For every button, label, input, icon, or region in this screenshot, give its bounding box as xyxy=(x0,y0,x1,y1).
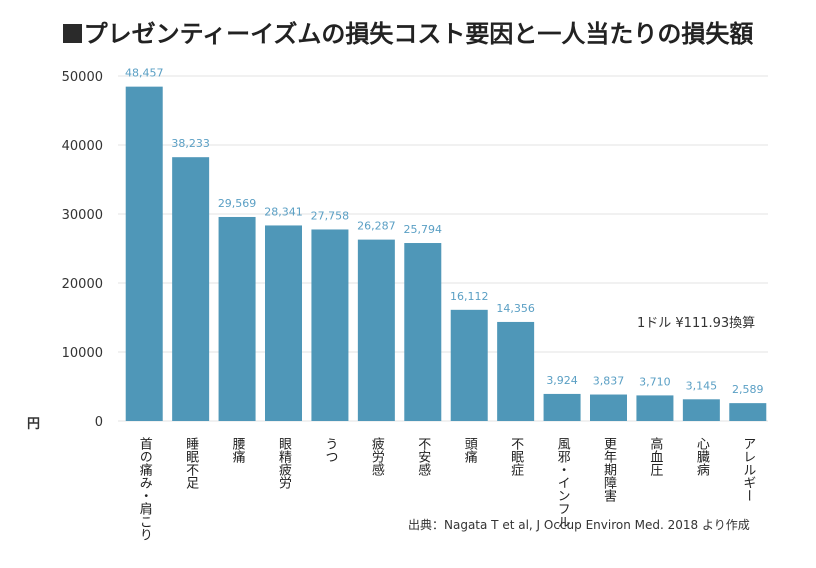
bar xyxy=(357,239,395,421)
chart-title: プレゼンティーイズムの損失コスト要因と一人当たりの損失額 xyxy=(0,14,816,49)
y-axis-ticks: 0 10000 20000 30000 40000 50000 xyxy=(62,70,103,430)
y-tick-label: 20000 xyxy=(62,277,103,292)
y-axis-unit: 円 xyxy=(27,417,40,432)
value-label: 25,794 xyxy=(404,223,443,236)
x-category-label: 眼精疲労 xyxy=(276,437,292,489)
value-label: 48,457 xyxy=(125,67,164,80)
value-label: 28,341 xyxy=(264,205,303,218)
bar xyxy=(450,309,488,421)
x-category-label: 心臓病 xyxy=(694,437,710,476)
x-category-label: 頭痛 xyxy=(462,437,478,464)
exchange-rate-note: 1ドル ¥111.93換算 xyxy=(637,316,755,331)
value-label: 26,287 xyxy=(357,220,396,233)
value-label: 38,233 xyxy=(171,137,210,150)
x-category-label: 高血圧 xyxy=(647,436,663,476)
bar xyxy=(404,243,442,421)
x-category-label: うつ xyxy=(322,437,337,463)
x-category-label: 風邪・インフル xyxy=(555,437,571,528)
x-category-label: 疲労感 xyxy=(369,436,385,476)
y-tick-label: 50000 xyxy=(62,70,103,85)
value-label: 2,589 xyxy=(732,383,764,396)
x-category-label: 腰痛 xyxy=(230,437,246,464)
value-label: 3,924 xyxy=(546,374,578,387)
x-axis-labels: 首の痛み・肩こり 睡眠不足 腰痛 眼精疲労 うつ 疲労感 不安感 頭痛 不眠症 風邪・インフル 更年… xyxy=(137,436,756,541)
y-tick-label: 10000 xyxy=(62,346,103,361)
y-tick-label: 0 xyxy=(95,415,103,430)
y-tick-label: 40000 xyxy=(62,139,103,154)
bar xyxy=(172,157,210,421)
bar xyxy=(497,321,535,421)
bar xyxy=(543,393,581,421)
value-labels: 48,457 38,233 29,569 28,341 27,758 26,287 25,7… xyxy=(125,67,764,396)
x-category-label: 不安感 xyxy=(415,437,431,476)
y-tick-label: 30000 xyxy=(62,208,103,223)
x-category-label: 睡眠不足 xyxy=(183,437,199,490)
bar xyxy=(218,216,256,421)
value-label: 3,837 xyxy=(593,375,625,388)
bar xyxy=(636,395,674,421)
x-category-label: アレルギー xyxy=(740,437,755,502)
source-citation: 出典：Nagata T et al, J Occup Environ Med. … xyxy=(408,518,750,532)
x-category-label: 更年期障害 xyxy=(601,437,617,503)
bar xyxy=(590,394,627,421)
gridlines xyxy=(118,75,768,422)
value-label: 3,145 xyxy=(686,379,718,392)
value-label: 16,112 xyxy=(450,290,489,303)
x-category-label: 首の痛み・肩こり xyxy=(137,437,153,541)
bar xyxy=(125,86,163,421)
bar xyxy=(311,229,349,421)
bars xyxy=(125,86,767,421)
x-category-label: 不眠症 xyxy=(508,437,524,476)
value-label: 3,710 xyxy=(639,375,671,388)
value-label: 29,569 xyxy=(218,197,257,210)
value-label: 14,356 xyxy=(496,302,535,315)
title-square-icon xyxy=(62,24,82,43)
bar xyxy=(265,225,302,421)
value-label: 27,758 xyxy=(311,209,350,222)
chart-title-text: プレゼンティーイズムの損失コスト要因と一人当たりの損失額 xyxy=(83,20,754,48)
bar xyxy=(682,399,720,421)
bar xyxy=(729,403,767,421)
